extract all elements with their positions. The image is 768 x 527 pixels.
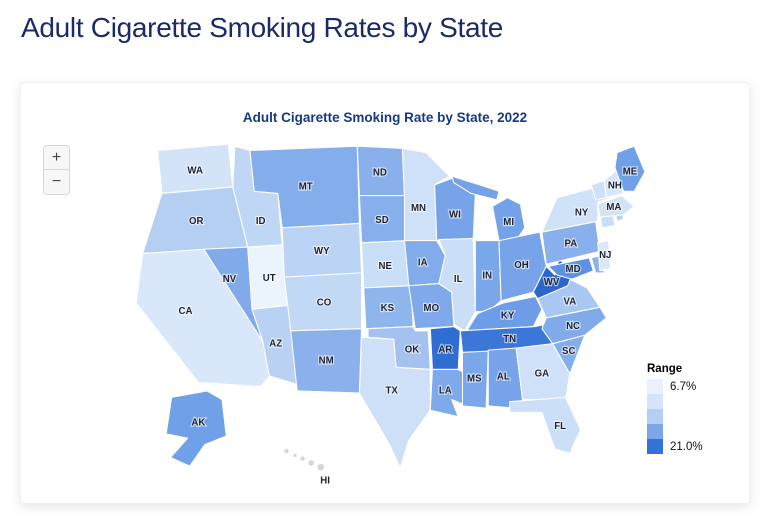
state-label-WA: WA [187, 165, 203, 176]
state-label-AL: AL [497, 372, 510, 383]
state-label-MN: MN [411, 203, 426, 214]
state-HI[interactable] [316, 462, 325, 472]
state-label-MT: MT [299, 182, 313, 193]
state-label-HI: HI [320, 476, 330, 487]
legend-row [647, 394, 703, 409]
state-label-MD: MD [566, 264, 581, 275]
state-label-NE: NE [378, 261, 392, 272]
state-label-NH: NH [608, 180, 622, 191]
us-map[interactable]: WA OR CA NV ID UT AZ MT WY CO NM ND SD NE KS OK TX MN IA MO… [91, 129, 703, 494]
state-LA[interactable] [429, 368, 468, 418]
state-label-PA: PA [565, 238, 578, 249]
state-label-AR: AR [438, 345, 452, 356]
state-label-CO: CO [317, 297, 332, 308]
legend-row [647, 424, 703, 439]
legend-min-label: 6.7% [670, 380, 697, 393]
zoom-controls: + − [43, 145, 70, 195]
legend-swatches: 6.7% 21.0% [647, 379, 703, 454]
state-NJ[interactable] [597, 240, 612, 272]
legend-swatch [647, 379, 663, 394]
state-HI[interactable] [307, 459, 315, 467]
legend-row [647, 409, 703, 424]
state-label-MA: MA [606, 202, 621, 213]
state-label-NC: NC [566, 321, 580, 332]
page-title: Adult Cigarette Smoking Rates by State [21, 12, 503, 43]
zoom-in-button[interactable]: + [43, 145, 70, 170]
state-label-CA: CA [179, 306, 193, 317]
legend-max-label: 21.0% [670, 440, 703, 453]
state-label-MS: MS [467, 374, 482, 385]
state-label-GA: GA [535, 368, 550, 379]
state-AR[interactable] [429, 325, 461, 371]
legend-swatch [647, 409, 663, 424]
state-label-TX: TX [385, 385, 398, 396]
state-label-OH: OH [514, 260, 529, 271]
state-label-MI: MI [503, 217, 514, 228]
legend-swatch [647, 424, 663, 439]
state-MD[interactable] [547, 257, 594, 280]
state-label-WI: WI [449, 209, 461, 220]
state-label-AK: AK [191, 418, 205, 429]
state-MA[interactable] [597, 195, 635, 218]
state-label-OR: OR [189, 216, 204, 227]
legend-swatch [647, 439, 663, 454]
state-label-IL: IL [454, 274, 463, 285]
state-IL[interactable] [438, 237, 476, 332]
state-MI[interactable] [451, 175, 500, 201]
state-label-NY: NY [575, 207, 589, 218]
state-label-VA: VA [563, 296, 576, 307]
state-label-AZ: AZ [269, 338, 282, 349]
state-ME[interactable] [614, 145, 646, 192]
legend-swatch [647, 394, 663, 409]
state-label-UT: UT [263, 273, 276, 284]
state-label-TN: TN [503, 334, 516, 345]
state-AZ[interactable] [251, 304, 298, 386]
state-label-SC: SC [562, 346, 575, 357]
state-AK[interactable] [165, 390, 227, 467]
zoom-out-button[interactable]: − [43, 170, 70, 195]
state-label-IN: IN [482, 271, 492, 282]
state-HI[interactable] [283, 447, 290, 455]
map-legend: Range 6.7% 21.0% [647, 363, 703, 454]
state-label-ME: ME [623, 166, 638, 177]
state-HI[interactable] [292, 452, 298, 458]
state-label-MO: MO [424, 303, 440, 314]
state-label-KY: KY [501, 310, 515, 321]
state-FL[interactable] [509, 396, 582, 454]
state-label-OK: OK [405, 345, 420, 356]
state-label-LA: LA [439, 385, 452, 396]
state-label-NV: NV [223, 274, 237, 285]
chart-title: Adult Cigarette Smoking Rate by State, 2… [242, 110, 528, 125]
state-label-IA: IA [418, 258, 428, 269]
legend-row: 6.7% [647, 379, 703, 394]
state-label-SD: SD [375, 215, 388, 226]
state-label-FL: FL [554, 421, 566, 432]
legend-title: Range [647, 363, 683, 375]
state-label-ND: ND [373, 168, 387, 179]
state-label-ID: ID [256, 216, 266, 227]
state-label-WV: WV [544, 277, 560, 288]
chart-card: Adult Cigarette Smoking Rate by State, 2… [20, 82, 750, 504]
legend-row: 21.0% [647, 439, 703, 454]
state-WI[interactable] [434, 177, 476, 242]
state-label-WY: WY [314, 246, 330, 257]
state-GA[interactable] [515, 343, 571, 401]
state-label-NJ: NJ [599, 250, 611, 261]
state-label-KS: KS [381, 303, 395, 314]
state-TX[interactable] [358, 336, 431, 469]
state-HI[interactable] [299, 455, 306, 462]
state-label-NM: NM [319, 355, 334, 366]
